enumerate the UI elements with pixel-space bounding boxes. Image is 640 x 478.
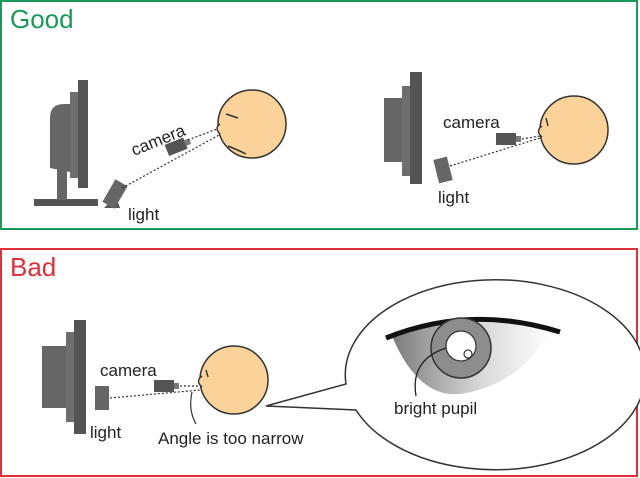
light-source-icon bbox=[95, 386, 109, 410]
bad-panel-title: Bad bbox=[10, 252, 56, 282]
sightline bbox=[121, 127, 233, 189]
bad-panel: Bad camera light Angle is too narrow bbox=[0, 248, 640, 477]
bright-pupil-label: bright pupil bbox=[394, 399, 477, 418]
camera-label: camera bbox=[128, 121, 188, 160]
light-label: light bbox=[128, 205, 159, 224]
light-label: light bbox=[438, 188, 469, 207]
good-panel-title: Good bbox=[10, 4, 74, 34]
monitor-flat bbox=[384, 72, 422, 184]
camera-label: camera bbox=[100, 361, 157, 380]
camera-icon bbox=[154, 380, 179, 392]
sightline bbox=[449, 137, 541, 167]
user-head bbox=[537, 95, 609, 165]
monitor-desktop bbox=[34, 80, 98, 206]
sightline bbox=[109, 389, 201, 399]
camera-icon bbox=[496, 133, 521, 145]
sightline bbox=[521, 135, 541, 140]
good-panel: Good camera light bbox=[0, 0, 638, 230]
camera-label: camera bbox=[443, 113, 500, 132]
user-head bbox=[197, 345, 269, 415]
good-panel-border bbox=[0, 0, 638, 230]
monitor-flat bbox=[42, 320, 86, 434]
angle-pointer bbox=[190, 391, 197, 425]
bright-pupil-pointer bbox=[414, 347, 447, 397]
light-source-icon bbox=[433, 156, 453, 184]
user-head bbox=[216, 89, 287, 159]
angle-note: Angle is too narrow bbox=[158, 429, 304, 448]
eye-closeup-bubble: bright pupil bbox=[265, 279, 640, 471]
corneal-reflection bbox=[463, 349, 473, 359]
light-label: light bbox=[90, 423, 121, 442]
light-source-icon bbox=[102, 179, 128, 209]
camera-icon bbox=[164, 137, 192, 157]
